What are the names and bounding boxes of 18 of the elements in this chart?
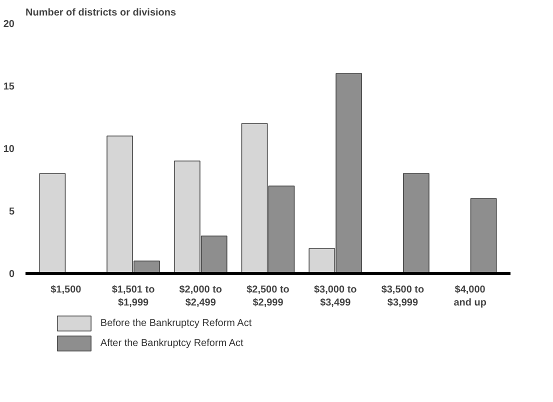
x-tick-label: $2,000 to $2,499 <box>179 284 222 309</box>
bar <box>402 173 430 274</box>
x-tick-label: $3,000 to $3,499 <box>314 284 357 309</box>
x-tick-label: $1,501 to $1,999 <box>112 284 155 309</box>
legend-label: After the Bankruptcy Reform Act <box>100 338 244 349</box>
x-tick-label: $1,500 <box>50 284 82 296</box>
y-tick-label: 0 <box>8 269 15 280</box>
bar <box>470 198 497 274</box>
x-tick-label: $2,500 to $2,999 <box>246 284 290 309</box>
y-axis-title: Number of districts or divisions <box>26 8 177 18</box>
bar <box>39 173 66 274</box>
y-tick-label: 20 <box>3 19 15 30</box>
y-tick-label: 15 <box>3 82 15 92</box>
x-tick-label: $4,000 and up <box>454 284 486 309</box>
legend-label: Before the Bankruptcy Reform Act <box>100 318 252 329</box>
x-tick-label: $3,500 to $3,999 <box>381 284 424 309</box>
y-tick-label: 10 <box>3 144 15 155</box>
y-tick-label: 5 <box>8 206 15 218</box>
